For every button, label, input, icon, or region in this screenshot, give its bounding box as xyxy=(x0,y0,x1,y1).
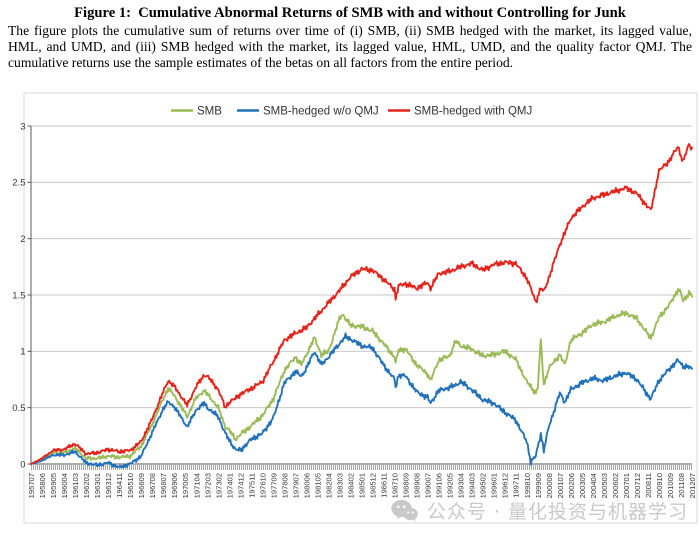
legend-label: SMB xyxy=(197,106,222,118)
svg-text:198204: 198204 xyxy=(324,473,333,498)
svg-text:0: 0 xyxy=(20,459,25,470)
svg-text:197610: 197610 xyxy=(258,473,267,498)
svg-text:197808: 197808 xyxy=(280,473,289,498)
series-line-2 xyxy=(30,143,693,465)
svg-text:198710: 198710 xyxy=(391,473,400,498)
svg-text:196708: 196708 xyxy=(148,473,157,498)
svg-text:200910: 200910 xyxy=(655,473,664,498)
svg-text:200008: 200008 xyxy=(545,473,554,498)
svg-text:200712: 200712 xyxy=(633,473,642,498)
legend-label: SMB-hedged w/o QMJ xyxy=(263,106,379,118)
svg-text:197203: 197203 xyxy=(203,473,212,498)
svg-text:197302: 197302 xyxy=(214,473,223,498)
legend-label: SMB-hedged with QMJ xyxy=(414,106,532,118)
svg-text:198501: 198501 xyxy=(358,473,367,498)
figure-caption: The figure plots the cumulative sum of r… xyxy=(8,22,692,71)
svg-text:199909: 199909 xyxy=(534,473,543,498)
svg-text:199304: 199304 xyxy=(457,473,466,498)
svg-text:198006: 198006 xyxy=(302,473,311,498)
legend-item-1: SMB-hedged w/o QMJ xyxy=(237,106,379,118)
svg-text:2: 2 xyxy=(20,234,25,245)
svg-text:199106: 199106 xyxy=(435,473,444,498)
svg-text:196609: 196609 xyxy=(137,473,146,498)
svg-text:197401: 197401 xyxy=(225,473,234,498)
watermark: 公众号 · 量化投资与机器学习 xyxy=(391,497,688,524)
svg-text:198105: 198105 xyxy=(313,473,322,498)
svg-text:2.5: 2.5 xyxy=(12,178,25,189)
svg-text:0.5: 0.5 xyxy=(12,403,25,414)
svg-text:1: 1 xyxy=(20,347,25,358)
svg-text:197412: 197412 xyxy=(236,473,245,498)
svg-text:196807: 196807 xyxy=(159,473,168,498)
x-axis-labels: 195707 195806 195905 196004 196103 196202 1963… xyxy=(27,473,697,498)
svg-text:199007: 199007 xyxy=(424,473,433,498)
y-axis-labels: 0 0.5 1 1.5 2 2.5 3 xyxy=(12,121,31,470)
legend-item-2: SMB-hedged with QMJ xyxy=(388,106,532,118)
svg-text:200503: 200503 xyxy=(600,473,609,498)
svg-text:198402: 198402 xyxy=(346,473,355,498)
svg-text:195707: 195707 xyxy=(27,473,36,498)
svg-text:198809: 198809 xyxy=(402,473,411,498)
svg-text:199403: 199403 xyxy=(468,473,477,498)
legend: SMB SMB-hedged w/o QMJ SMB-hedged with QMJ xyxy=(171,106,532,118)
svg-text:196103: 196103 xyxy=(71,473,80,498)
svg-text:196202: 196202 xyxy=(82,473,91,498)
svg-text:200701: 200701 xyxy=(622,473,631,498)
svg-text:196906: 196906 xyxy=(170,473,179,498)
chart-frame xyxy=(23,92,698,524)
wechat-icon xyxy=(391,499,418,522)
svg-text:197104: 197104 xyxy=(192,473,201,498)
svg-text:201009: 201009 xyxy=(666,473,675,498)
svg-text:200602: 200602 xyxy=(611,473,620,498)
svg-text:198303: 198303 xyxy=(335,473,344,498)
svg-text:200206: 200206 xyxy=(567,473,576,498)
watermark-text: 公众号 · 量化投资与机器学习 xyxy=(426,501,688,523)
chart-area: 0 0.5 1 1.5 2 2.5 3 195707 195806 195905 196004 196… xyxy=(0,92,700,528)
svg-text:197511: 197511 xyxy=(247,473,256,498)
svg-text:196312: 196312 xyxy=(104,473,113,498)
svg-text:196411: 196411 xyxy=(115,473,124,498)
svg-text:198611: 198611 xyxy=(380,473,389,498)
svg-text:1.5: 1.5 xyxy=(12,290,25,301)
svg-text:200305: 200305 xyxy=(578,473,587,498)
svg-text:3: 3 xyxy=(20,121,25,132)
svg-text:197907: 197907 xyxy=(291,473,300,498)
svg-text:197709: 197709 xyxy=(269,473,278,498)
svg-text:201108: 201108 xyxy=(677,473,686,498)
svg-text:199612: 199612 xyxy=(501,473,510,498)
svg-text:196301: 196301 xyxy=(93,473,102,498)
svg-text:199601: 199601 xyxy=(490,473,499,498)
svg-text:200107: 200107 xyxy=(556,473,565,498)
svg-text:198512: 198512 xyxy=(369,473,378,498)
svg-text:199502: 199502 xyxy=(479,473,488,498)
svg-text:199205: 199205 xyxy=(446,473,455,498)
figure-title: Figure 1: Cumulative Abnormal Returns of… xyxy=(74,5,626,21)
series-line-1 xyxy=(30,332,693,469)
svg-text:196510: 196510 xyxy=(126,473,135,498)
series-line-0 xyxy=(30,288,693,465)
svg-text:200811: 200811 xyxy=(644,473,653,498)
svg-text:199810: 199810 xyxy=(523,473,532,498)
svg-text:201207: 201207 xyxy=(688,473,697,498)
legend-item-0: SMB xyxy=(171,106,222,118)
gridlines xyxy=(31,125,692,409)
svg-text:195806: 195806 xyxy=(38,473,47,498)
svg-text:199711: 199711 xyxy=(512,473,521,498)
svg-text:195905: 195905 xyxy=(49,473,58,498)
svg-text:200404: 200404 xyxy=(589,473,598,498)
svg-text:196004: 196004 xyxy=(60,473,69,498)
svg-text:197005: 197005 xyxy=(181,473,190,498)
svg-text:198908: 198908 xyxy=(413,473,422,498)
